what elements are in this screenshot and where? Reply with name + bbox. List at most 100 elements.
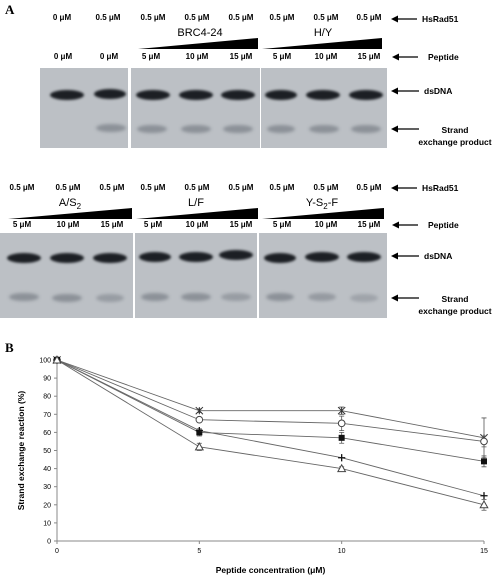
top-peptide-conc: 15 μM (357, 52, 381, 61)
arrow-left-icon (391, 184, 417, 192)
arrow-left-icon (391, 294, 419, 302)
dsdna-band (306, 90, 340, 100)
bottom-rad51-conc: 0.5 μM (9, 183, 35, 192)
bottom-rad51-conc: 0.5 μM (99, 183, 125, 192)
product-band (52, 294, 82, 302)
panel-b-letter: B (5, 340, 14, 355)
product-band (221, 293, 251, 301)
concentration-wedge (138, 38, 258, 49)
top-rad51-conc: 0.5 μM (269, 13, 295, 22)
dsdna-band (50, 253, 84, 263)
open-circle-marker (480, 437, 488, 446)
gel-image (0, 233, 133, 318)
bottom-rad51-conc: 0.5 μM (55, 183, 81, 192)
hsrad51-label: HsRad51 (422, 183, 459, 193)
concentration-wedge (8, 208, 132, 219)
strand-exchange-chart: 0 10 20 30 40 50 60 70 80 90 100 0 5 10 15 Peptide conc… (16, 355, 489, 575)
dsdna-band (219, 250, 253, 260)
product-band (308, 293, 336, 301)
peptide-name-as2: A/S2 (10, 197, 130, 211)
top-rad51-conc: 0 μM (52, 13, 72, 22)
top-rad51-conc: 0.5 μM (228, 13, 254, 22)
bottom-peptide-conc: 15 μM (100, 220, 124, 229)
concentration-wedge (262, 38, 382, 49)
x-tick-label: 15 (480, 548, 488, 555)
peptide-name-hy: H/Y (313, 27, 333, 39)
top-peptide-conc: 0 μM (99, 52, 119, 61)
bottom-rad51-conc: 0.5 μM (313, 183, 339, 192)
y-tick-label: 40 (43, 466, 51, 473)
top-rad51-conc: 0.5 μM (356, 13, 382, 22)
open-triangle-marker (479, 499, 489, 509)
y-tick-label: 30 (43, 484, 51, 491)
bottom-peptide-conc: 15 μM (357, 220, 381, 229)
series-line (56, 359, 485, 497)
x-tick-label: 5 (197, 548, 201, 555)
dsdna-band (93, 253, 127, 263)
series-line (56, 359, 485, 442)
hsrad51-label: HsRad51 (422, 14, 459, 24)
product-band (181, 125, 211, 133)
top-peptide-conc: 15 μM (229, 52, 253, 61)
gel-image (135, 233, 257, 318)
plus-marker (338, 454, 346, 462)
product-band (141, 293, 169, 301)
dsdna-band (50, 90, 84, 100)
top-peptide-conc: 5 μM (141, 52, 161, 61)
strand-exchange-line2: exchange product (418, 137, 492, 147)
y-tick-label: 50 (43, 448, 51, 455)
y-tick-label: 60 (43, 430, 51, 437)
filled-square-marker (338, 434, 345, 441)
series-line (56, 359, 485, 462)
bottom-rad51-conc: 0.5 μM (228, 183, 254, 192)
dsdna-band (349, 90, 383, 100)
x-tick-label: 10 (338, 548, 346, 555)
subscript-2: 2 (76, 202, 82, 212)
bottom-rad51-conc: 0.5 μM (356, 183, 382, 192)
bottom-peptide-conc: 10 μM (185, 220, 209, 229)
series-line (56, 359, 485, 439)
concentration-wedge (262, 208, 384, 219)
arrow-left-icon (391, 252, 419, 260)
top-rad51-conc: 0.5 μM (184, 13, 210, 22)
series-line (56, 359, 485, 506)
product-band (350, 294, 378, 302)
peptide-name-as: A/S (58, 197, 77, 209)
filled-square-marker (481, 458, 487, 465)
product-band (309, 125, 339, 133)
product-band (267, 125, 295, 133)
peptide-name-ys: Y-S (305, 197, 324, 209)
dsdna-band (221, 90, 255, 100)
y-axis-label: Strand exchange reaction (%) (16, 391, 26, 511)
gel-image (261, 68, 387, 148)
product-band (181, 293, 211, 301)
product-band (9, 293, 39, 301)
dsdna-band (265, 90, 297, 100)
top-rad51-conc: 0.5 μM (140, 13, 166, 22)
bottom-peptide-conc: 5 μM (143, 220, 163, 229)
y-tick-label: 20 (43, 502, 51, 509)
asterisk-marker (337, 406, 346, 415)
y-tick-label: 100 (39, 358, 51, 365)
product-band (266, 293, 294, 301)
dsdna-band (179, 90, 213, 100)
bottom-rad51-conc: 0.5 μM (184, 183, 210, 192)
dsdna-band (7, 253, 41, 263)
y-tick-label: 90 (43, 376, 51, 383)
open-triangle-marker (52, 355, 62, 364)
gel-image (131, 68, 260, 148)
peptide-label: Peptide (428, 220, 459, 230)
dsdna-band (179, 252, 213, 262)
x-axis-label: Peptide concentration (μM) (216, 565, 326, 575)
dsdna-label: dsDNA (424, 86, 453, 96)
top-rad51-conc: 0.5 μM (95, 13, 121, 22)
dsdna-band (136, 90, 170, 100)
arrow-left-icon (392, 53, 418, 61)
bottom-peptide-conc: 10 μM (56, 220, 80, 229)
x-tick-label: 0 (55, 548, 59, 555)
strand-exchange-line1: Strand (441, 125, 469, 135)
peptide-name-f: -F (327, 197, 339, 209)
strand-exchange-label: Strand exchange product (410, 293, 500, 317)
dsdna-band (139, 252, 171, 262)
arrow-left-icon (391, 15, 417, 23)
